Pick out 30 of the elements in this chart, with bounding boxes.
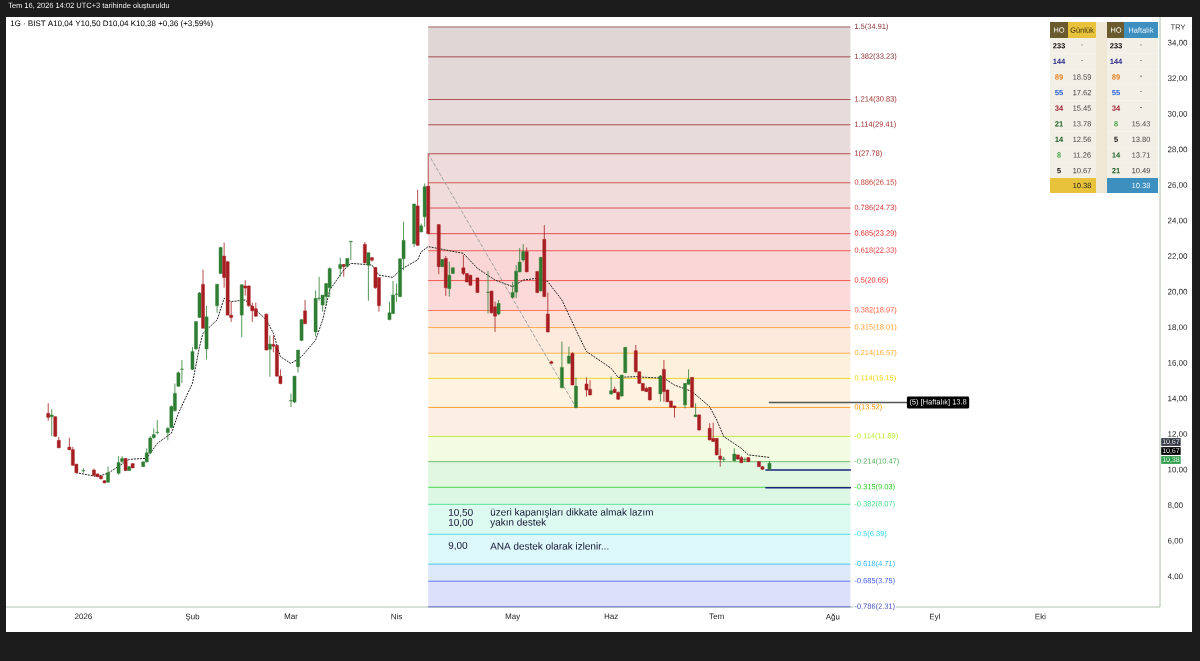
candlestick [341, 263, 346, 278]
candlestick [303, 299, 307, 325]
candlestick [658, 374, 663, 403]
candlestick [215, 283, 219, 314]
candlestick [584, 376, 589, 397]
candlestick [296, 349, 300, 374]
candlestick [560, 341, 564, 389]
candlestick [693, 402, 698, 418]
candlestick [524, 247, 529, 273]
candlestick [180, 359, 184, 384]
candlestick [363, 241, 367, 264]
annotation: üzeri kapanışları dikkate almak lazım [490, 508, 653, 518]
candlestick [609, 376, 613, 396]
candlestick [327, 267, 332, 298]
annotation: 10,00 [448, 518, 473, 528]
candlestick [155, 419, 160, 435]
candlestick [49, 408, 54, 437]
annotation: yakın destek [490, 518, 547, 528]
candlestick [683, 382, 687, 409]
candlestick [53, 415, 58, 438]
candlestick [486, 270, 490, 314]
candlestick [116, 455, 121, 476]
candlestick [574, 376, 578, 409]
annotation: 9,00 [448, 541, 468, 551]
annotation: 10,50 [448, 508, 473, 518]
candlestick [46, 402, 50, 422]
candlestick [338, 257, 343, 278]
candlestick [567, 346, 571, 365]
candlestick [588, 379, 592, 396]
annotation: ANA destek olarak izlenir... [490, 542, 609, 550]
